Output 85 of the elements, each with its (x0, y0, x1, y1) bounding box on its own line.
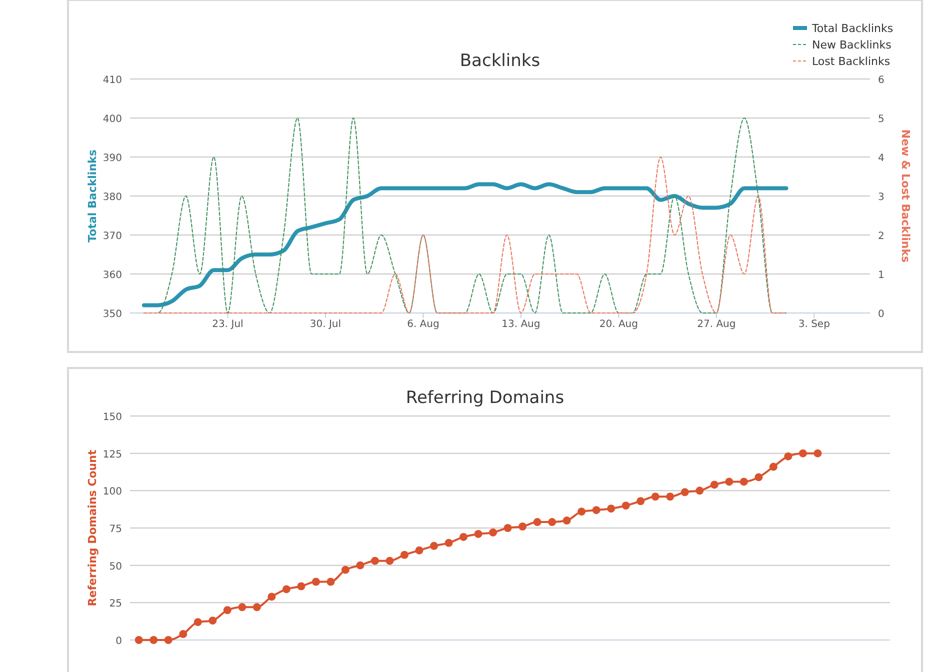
chart-title: Referring Domains (406, 388, 564, 408)
y-tick-label: 400 (102, 114, 122, 125)
point (386, 556, 394, 565)
point (607, 504, 616, 513)
x-tick-label: 20. Aug (599, 319, 638, 330)
point (282, 585, 290, 594)
point (460, 532, 468, 541)
x-tick-label: 27. Aug (697, 319, 736, 330)
point (164, 636, 172, 644)
point (680, 488, 689, 496)
x-tick-label: 30. Jul (310, 319, 342, 330)
point (666, 492, 674, 501)
line-series (143, 156, 787, 314)
point (252, 603, 261, 612)
point (312, 578, 320, 586)
point (504, 524, 512, 532)
point (341, 566, 350, 574)
y-tick-label: 380 (102, 192, 122, 203)
legend-label: Lost Backlinks (812, 55, 890, 68)
point (430, 542, 438, 550)
x-tick-label: 23. Jul (212, 319, 244, 330)
point (769, 462, 778, 471)
point (592, 506, 600, 514)
point (400, 550, 408, 559)
chart-title: Backlinks (460, 51, 540, 71)
point (444, 538, 453, 547)
y2-tick-label: 3 (878, 192, 884, 203)
point (134, 636, 143, 644)
y-axis-title: Referring Domains Count (86, 450, 99, 606)
x-tick-label: 3. Sep (798, 319, 830, 330)
point (696, 486, 704, 495)
point (814, 449, 822, 458)
y-tick-label: 0 (116, 636, 122, 647)
y2-tick-label: 5 (878, 114, 884, 125)
y2-tick-label: 2 (878, 231, 884, 242)
point (238, 603, 246, 612)
point (194, 618, 202, 626)
point (710, 480, 718, 489)
x-tick-label: 13. Aug (502, 319, 540, 330)
y-tick-label: 390 (102, 153, 122, 164)
point (798, 449, 807, 458)
point (740, 478, 748, 486)
y-tick-label: 360 (102, 270, 122, 281)
point (268, 592, 276, 601)
point (370, 556, 379, 565)
point (297, 582, 306, 590)
y-tick-label: 75 (109, 524, 122, 535)
point (578, 508, 586, 516)
point (474, 530, 482, 538)
y-tick-label: 50 (109, 561, 122, 572)
point (223, 606, 232, 614)
point (636, 497, 645, 506)
y-tick-label: 125 (102, 449, 122, 460)
y-tick-label: 150 (102, 412, 122, 423)
point (489, 528, 498, 536)
y2-tick-label: 6 (878, 75, 884, 86)
line-series (142, 182, 788, 308)
point (208, 616, 217, 625)
point (548, 518, 556, 526)
point (784, 452, 792, 460)
point (415, 546, 424, 554)
point (518, 522, 527, 531)
y2-tick-label: 0 (878, 309, 884, 320)
point (725, 478, 734, 486)
point (754, 473, 763, 482)
point (356, 561, 364, 570)
y2-tick-label: 4 (878, 153, 884, 164)
x-tick-label: 6. Aug (407, 319, 440, 330)
point (562, 516, 571, 525)
point (179, 630, 188, 638)
legend-label: New Backlinks (812, 38, 892, 52)
y2-axis-title: New & Lost Backlinks (899, 129, 912, 264)
legend-label: Total Backlinks (811, 22, 894, 35)
point (622, 502, 630, 510)
point (150, 636, 158, 644)
y-tick-label: 370 (102, 231, 122, 242)
point (651, 492, 660, 501)
y-tick-label: 350 (102, 309, 122, 320)
y-tick-label: 410 (102, 75, 122, 86)
y-tick-label: 25 (109, 598, 122, 610)
y-tick-label: 100 (102, 486, 122, 498)
point (533, 518, 542, 526)
y-axis-title: Total Backlinks (86, 149, 99, 242)
y2-tick-label: 1 (878, 270, 884, 281)
point (326, 578, 335, 586)
